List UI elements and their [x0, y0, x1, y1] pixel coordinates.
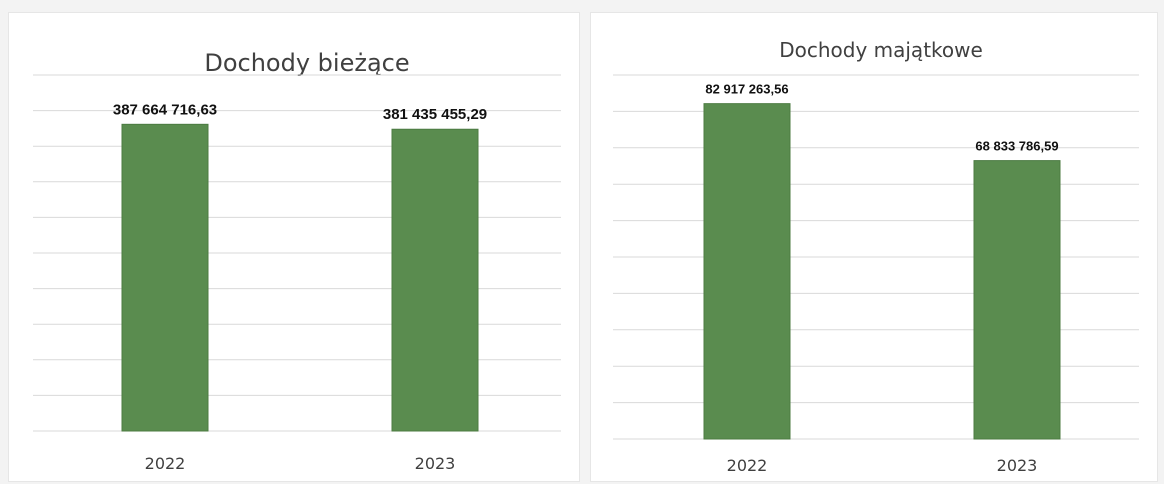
- chart-title: Dochody majątkowe: [779, 38, 983, 62]
- x-tick-label: 2022: [727, 456, 768, 475]
- chart-panel-dochody-majatkowe: Dochody majątkowe 82 917 263,56 68 833 78…: [590, 12, 1158, 482]
- bar-2023: [391, 128, 479, 432]
- data-label-2023: 381 435 455,29: [383, 106, 487, 123]
- data-label-2022: 387 664 716,63: [113, 101, 217, 118]
- x-tick-label: 2023: [997, 456, 1038, 475]
- x-tick-label: 2022: [145, 454, 186, 473]
- chart-panel-dochody-biezace: Dochody bieżące 387 664 716,63 381 435 45…: [8, 12, 580, 482]
- data-label-2023: 68 833 786,59: [975, 139, 1058, 154]
- chart-dochody-biezace: Dochody bieżące 387 664 716,63 381 435 45…: [33, 49, 561, 473]
- x-tick-label: 2023: [415, 454, 456, 473]
- bar-2022: [703, 103, 791, 440]
- chart-title: Dochody bieżące: [204, 49, 409, 77]
- bar-2022: [121, 123, 209, 432]
- data-label-2022: 82 917 263,56: [705, 82, 788, 97]
- bar-2023: [973, 160, 1061, 440]
- chart-dochody-majatkowe: Dochody majątkowe 82 917 263,56 68 833 78…: [613, 38, 1139, 475]
